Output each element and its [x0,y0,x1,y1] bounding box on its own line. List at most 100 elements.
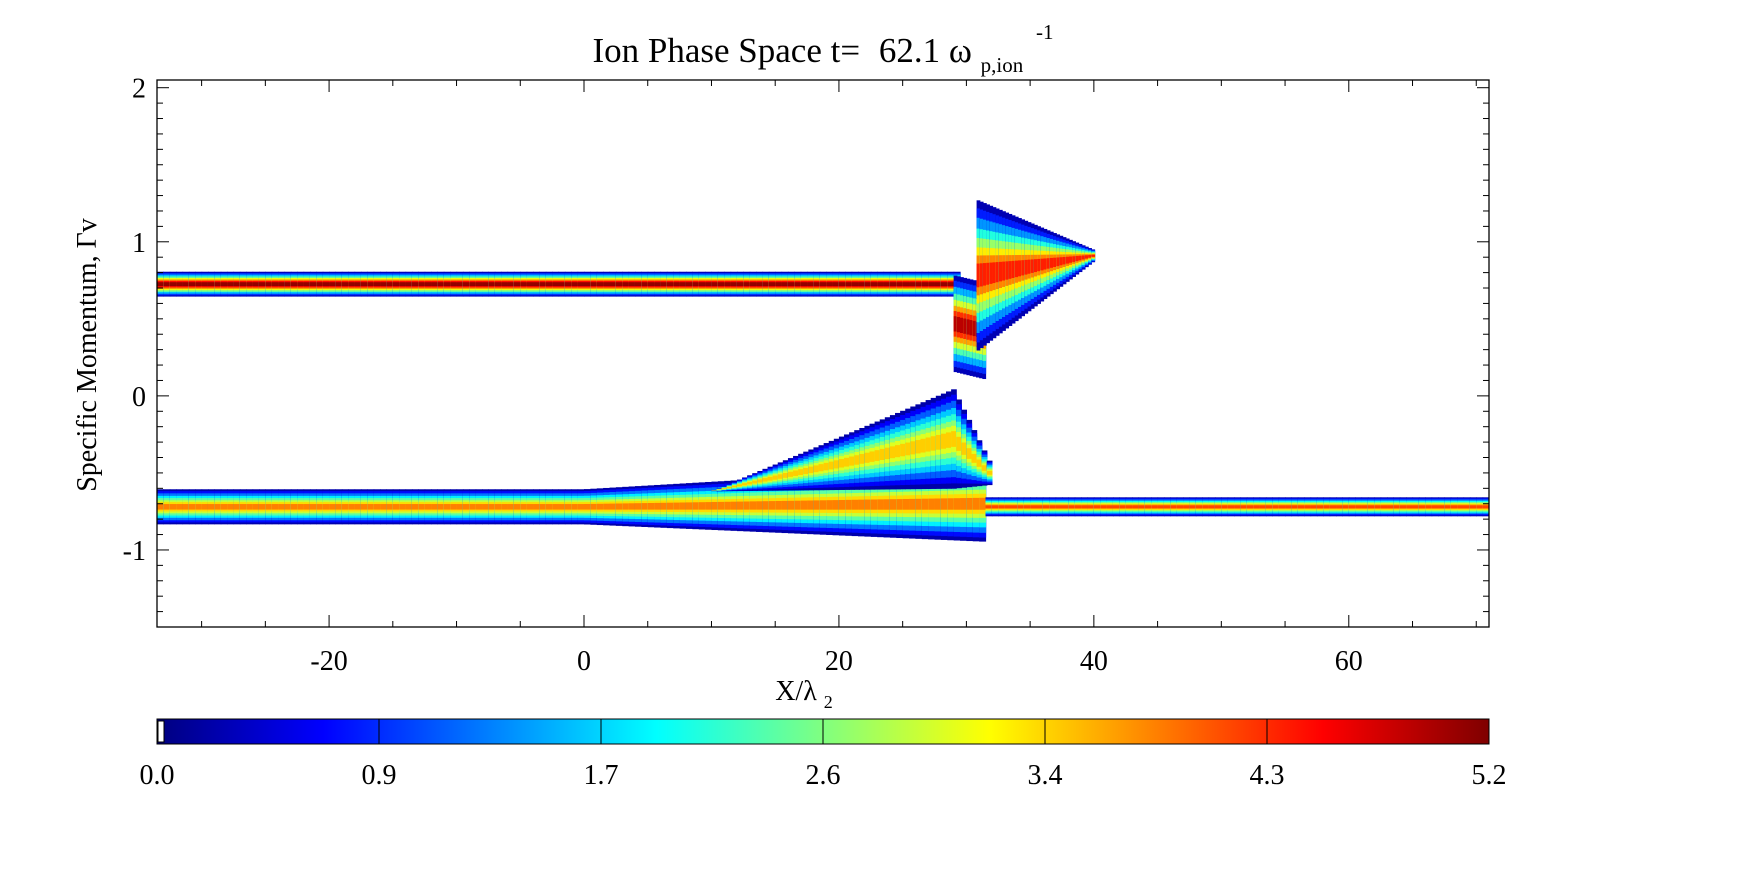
background-cell [960,498,967,510]
colorbar-label: 0.9 [362,760,397,791]
background-cell [1087,505,1095,509]
background-cell [1355,505,1363,509]
x-axis-label: X/λ 2 [775,676,833,712]
background-cell [1438,505,1445,509]
background-cell [367,504,375,510]
loop-cell [1062,256,1067,265]
background-cell [730,501,738,510]
upper-beam-cell [367,282,375,287]
upper-beam-cell [520,282,528,287]
background-cell [380,504,388,510]
upper-beam-cell [838,282,846,287]
background-cell [679,502,687,510]
loop-cell [986,262,990,285]
y-tick-label: 0 [132,382,146,413]
upper-beam-cell [934,282,942,287]
beam-drop-cell [969,320,974,336]
background-cell [431,504,439,510]
x-tick-label: 40 [1080,646,1108,677]
hump-cell [874,450,881,461]
upper-beam-cell [851,282,859,287]
upper-beam-cell [615,282,623,287]
background-cell [838,499,846,510]
upper-beam-cell [386,282,394,287]
upper-beam-cell [915,282,923,287]
colorbar-label: 5.2 [1472,760,1507,791]
upper-beam-cell [947,282,955,287]
background-cell [1157,505,1165,509]
upper-beam-cell [877,282,885,287]
background-cell [889,499,897,510]
loop-cell [976,263,981,288]
loop-cell [982,263,987,286]
background-cell [1329,505,1337,509]
hump-cell [951,431,957,447]
background-cell [1036,505,1044,509]
background-cell [220,504,228,510]
background-cell [1068,505,1076,509]
upper-beam-cell [571,282,579,287]
hump-cell [889,446,896,459]
loop-cell [1024,259,1029,275]
background-cell [902,498,910,510]
loop-cell [1037,258,1041,272]
upper-beam-cell [813,282,821,287]
background-cell [940,498,948,510]
upper-beam-cell [685,282,693,287]
background-cell [207,504,215,510]
background-cell [615,503,623,510]
background-cell [513,504,521,510]
upper-beam-cell [431,282,439,287]
colorbar-labels: 0.0 0.9 1.7 2.6 3.4 4.3 5.2 [140,760,1507,791]
background-cell [297,504,305,510]
background-cell [953,498,961,510]
background-cell [972,497,980,510]
upper-beam-cell [800,282,808,287]
background-cell [494,504,502,510]
upper-beam-cell [290,282,298,287]
background-cell [1189,505,1197,509]
upper-beam-cell [660,282,668,287]
background-cell [1170,505,1178,509]
background-cell [1304,505,1312,509]
upper-beam-cell [609,282,617,287]
background-cell [877,499,885,510]
background-cell [201,504,209,510]
background-cell [1202,505,1210,509]
loop-cell [1088,255,1092,258]
background-cell [1291,505,1299,509]
background-cell [928,498,936,510]
hump-cell [742,483,748,486]
background-cell [322,504,330,510]
upper-beam-cell [443,282,451,287]
hump-cell [767,476,774,481]
background-cell [634,503,642,510]
hump-cell [808,466,815,474]
x-axis-label-main: X/λ [775,676,817,707]
upper-beam-cell [749,282,757,287]
background-cell [1195,505,1203,509]
background-cell [309,504,317,510]
upper-beam-cell [692,282,700,287]
x-tick-labels: -20 0 20 40 60 [310,646,1362,677]
background-cell [596,503,604,510]
upper-beam-cell [526,282,534,287]
background-cell [265,504,273,510]
background-cell [1151,505,1159,509]
hump-cell [905,442,911,456]
hump-cell [838,459,845,468]
y-tick-labels: 2 1 0 -1 [123,74,146,567]
background-cell [736,501,744,510]
background-cell [188,504,196,510]
background-cell [692,502,700,510]
background-cell [443,504,451,510]
hump-cell [900,443,906,457]
loop-cell [998,261,1003,282]
hump-cell [966,448,973,459]
hump-cell [762,478,769,482]
background-cell [424,504,432,510]
x-tick-label: 0 [577,646,591,677]
upper-beam-cell [705,282,713,287]
upper-beam-cell [577,282,585,287]
upper-beam-cell [622,282,630,287]
